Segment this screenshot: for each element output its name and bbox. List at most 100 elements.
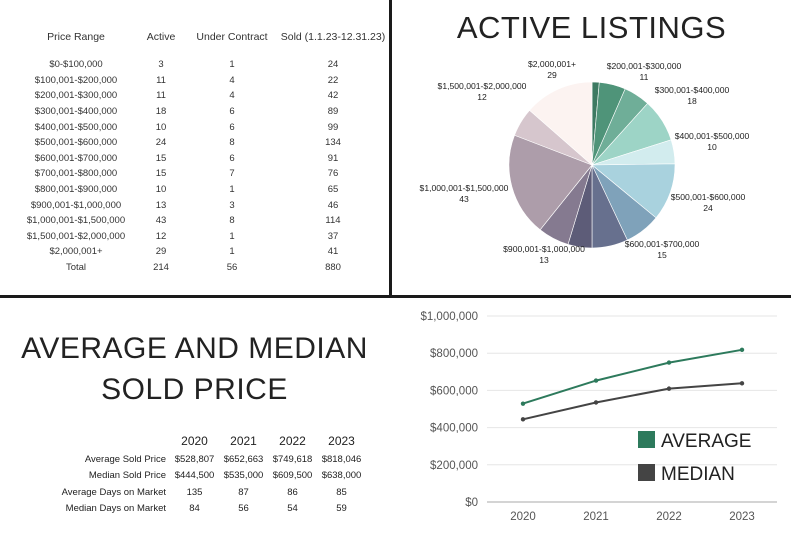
data-point-median [520, 417, 526, 422]
cell-sold: 134 [325, 137, 341, 149]
x-tick-label: 2021 [583, 511, 609, 523]
legend-swatch-median [638, 464, 655, 481]
cell-under-contract: 4 [229, 74, 235, 86]
sold-price-line-chart: $0 $200,000 $400,000 $600,000 $800,000 $1,000… [420, 311, 777, 523]
cell-price-range: $200,001-$300,000 [34, 90, 118, 102]
stats-year-2023: 2023 [328, 434, 355, 448]
table-row: $0-$100,000 3 1 24 [14, 57, 386, 73]
cell-under-contract: 1 [229, 246, 235, 258]
stats-value: $444,500 [174, 470, 215, 482]
horizontal-divider [0, 295, 791, 298]
pie-slice-label: $300,001-$400,000 18 [655, 85, 730, 106]
stats-value: $638,000 [321, 470, 362, 482]
cell-sold: 42 [327, 90, 339, 102]
cell-sold: 91 [327, 152, 339, 164]
cell-active: 24 [155, 137, 167, 149]
cell-under-contract: 56 [226, 262, 238, 274]
cell-under-contract: 1 [229, 184, 235, 196]
y-tick-label: $600,000 [430, 385, 478, 397]
cell-price-range: $800,001-$900,000 [34, 184, 118, 196]
pie-slice-label: $1,500,001-$2,000,000 12 [438, 81, 527, 102]
cell-sold: 22 [327, 74, 339, 86]
active-listings-pie-chart: $200,001-$300,000 11 $300,001-$400,000 18 $4… [420, 59, 750, 265]
header-price-range: Price Range [47, 31, 105, 43]
pie-slice-label: $600,001-$700,000 15 [625, 239, 700, 260]
cell-active: 43 [155, 215, 167, 227]
stats-year-2021: 2021 [230, 434, 257, 448]
stats-table-header: 2020 2021 2022 2023 [48, 431, 366, 451]
cell-price-range: $900,001-$1,000,000 [30, 199, 122, 211]
cell-price-range: $1,500,001-$2,000,000 [26, 230, 126, 242]
legend-label-average: AVERAGE [661, 431, 751, 452]
cell-sold: 46 [327, 199, 339, 211]
header-sold: Sold (1.1.23-12.31.23) [280, 31, 386, 43]
cell-under-contract: 6 [229, 121, 235, 133]
stats-row-label: Average Sold Price [84, 453, 166, 465]
cell-under-contract: 7 [229, 168, 235, 180]
stats-value: $535,000 [223, 470, 264, 482]
cell-under-contract: 1 [229, 230, 235, 242]
x-tick-label: 2020 [510, 511, 536, 523]
cell-active: 13 [155, 199, 167, 211]
cell-price-range: $500,001-$600,000 [34, 137, 118, 149]
data-point-average [520, 401, 526, 406]
data-point-average [666, 360, 672, 365]
stats-table: 2020 2021 2022 2023 Average Sold Price $5… [48, 431, 366, 517]
cell-under-contract: 8 [229, 137, 235, 149]
listing-table-header: Price Range Active Under Contract Sold (… [14, 26, 386, 48]
cell-sold: 880 [325, 262, 341, 274]
pie-slice-label: $400,001-$500,000 10 [675, 131, 750, 152]
pie-slice-label: $2,000,001+ 29 [528, 59, 576, 80]
stats-row-label: Median Sold Price [88, 470, 166, 482]
y-tick-label: $200,000 [430, 460, 478, 472]
stats-title-line1: AVERAGE AND MEDIAN [21, 332, 368, 365]
y-tick-label: $0 [465, 497, 478, 509]
table-row: $600,001-$700,000 15 6 91 [14, 151, 386, 167]
table-row: $2,000,001+ 29 1 41 [14, 244, 386, 260]
cell-under-contract: 6 [229, 106, 235, 118]
data-point-average [593, 378, 599, 383]
cell-sold: 99 [327, 121, 339, 133]
header-under-contract: Under Contract [196, 31, 268, 43]
cell-price-range: $2,000,001+ [49, 246, 103, 258]
cell-under-contract: 4 [229, 90, 235, 102]
cell-price-range: $700,001-$800,000 [34, 168, 118, 180]
cell-sold: 76 [327, 168, 339, 180]
stats-year-2022: 2022 [279, 434, 306, 448]
stats-value: 87 [238, 486, 249, 498]
total-row: Total 214 56 880 [14, 260, 386, 276]
pie-slice [529, 81, 593, 166]
cell-sold: 24 [327, 59, 339, 71]
data-point-median [666, 386, 672, 391]
stats-value: 135 [186, 486, 203, 498]
stats-value: $652,663 [223, 453, 264, 465]
cell-price-range: $1,000,001-$1,500,000 [26, 215, 126, 227]
table-row: $400,001-$500,000 10 6 99 [14, 119, 386, 135]
pie-slice-label: $900,001-$1,000,000 13 [503, 244, 585, 265]
pie-slice-label: $200,001-$300,000 11 [607, 61, 682, 82]
stats-title-line2: SOLD PRICE [101, 373, 288, 406]
cell-price-range: $600,001-$700,000 [34, 152, 118, 164]
cell-active: 15 [155, 168, 167, 180]
x-tick-label: 2022 [656, 511, 682, 523]
table-row: $200,001-$300,000 11 4 42 [14, 88, 386, 104]
cell-under-contract: 3 [229, 199, 235, 211]
stats-header-blank [48, 431, 170, 451]
cell-sold: 41 [327, 246, 339, 258]
stats-year-2020: 2020 [181, 434, 208, 448]
cell-active: 10 [155, 184, 167, 196]
stats-value: $749,618 [272, 453, 313, 465]
stats-title: AVERAGE AND MEDIAN SOLD PRICE [0, 328, 389, 410]
series-line-median [522, 382, 743, 421]
stats-value: $609,500 [272, 470, 313, 482]
cell-under-contract: 6 [229, 152, 235, 164]
cell-active: 29 [155, 246, 167, 258]
y-tick-label: $1,000,000 [420, 311, 478, 323]
listing-table: Price Range Active Under Contract Sold (… [14, 26, 386, 275]
cell-sold: 65 [327, 184, 339, 196]
cell-price-range: $100,001-$200,000 [34, 74, 118, 86]
cell-active: 11 [156, 74, 166, 86]
cell-active: 18 [155, 106, 167, 118]
data-point-median [739, 381, 745, 386]
legend-label-median: MEDIAN [661, 464, 735, 485]
